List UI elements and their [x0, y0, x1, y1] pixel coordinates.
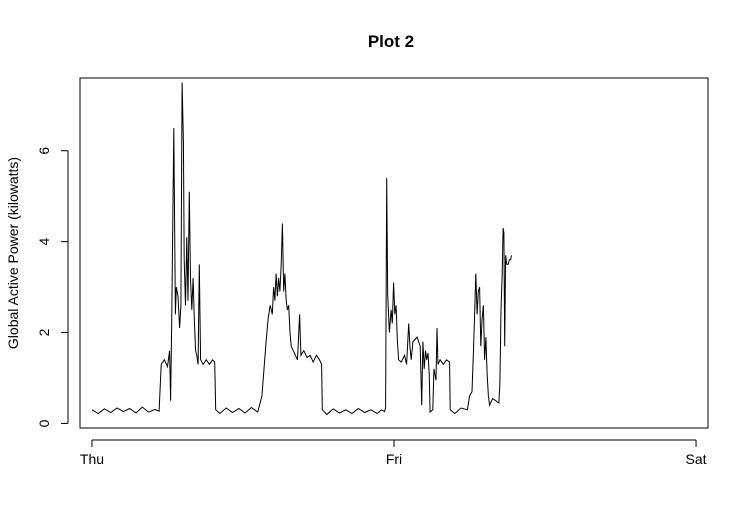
- chart-title: Plot 2: [368, 32, 414, 51]
- y-tick-label: 2: [36, 328, 52, 336]
- y-tick-label: 0: [36, 419, 52, 427]
- y-tick-label: 6: [36, 147, 52, 155]
- x-tick-label: Thu: [80, 451, 104, 467]
- series-layer: [91, 82, 512, 416]
- y-axis: 0 2 4 6: [36, 147, 69, 427]
- y-axis-label: Global Active Power (kilowatts): [5, 157, 21, 349]
- plot-frame: [79, 77, 709, 429]
- x-axis: Thu Fri Sat: [80, 439, 707, 467]
- y-tick-label: 4: [36, 238, 52, 246]
- series-line: [91, 82, 512, 416]
- x-tick-label: Fri: [386, 451, 402, 467]
- x-tick-label: Sat: [686, 451, 707, 467]
